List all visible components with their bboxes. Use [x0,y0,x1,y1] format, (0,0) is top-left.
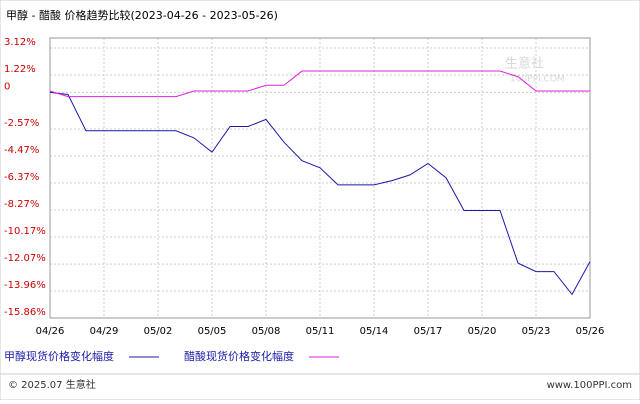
footer-right: www.100PPI.com [547,380,632,391]
x-tick-label: 05/02 [144,326,173,337]
series-line [49,91,591,296]
y-tick-label: 1.22% [4,64,36,75]
y-tick-label: 0 [4,81,10,92]
y-tick-label: -12.07% [4,253,46,264]
x-tick-label: 05/14 [360,326,389,337]
x-tick-label: 05/23 [522,326,551,337]
legend-label: 甲醇现货价格变化幅度 [4,349,114,363]
x-tick-label: 05/11 [306,326,335,337]
x-tick-label: 05/08 [252,326,281,337]
y-tick-label: -8.27% [4,199,39,210]
plot-border [49,37,591,319]
watermark: 100PPI.COM [510,75,565,85]
x-tick-label: 05/26 [576,326,605,337]
y-tick-label: -2.57% [4,118,39,129]
y-tick-label: -15.86% [4,307,46,318]
x-tick-label: 05/05 [198,326,227,337]
y-tick-label: -6.37% [4,172,39,183]
x-tick-label: 04/29 [90,326,119,337]
series-line [49,70,590,98]
x-tick-label: 04/26 [36,326,65,337]
legend-label: 醋酸现货价格变化幅度 [184,349,294,363]
y-tick-label: -10.17% [4,226,46,237]
y-tick-label: -4.47% [4,145,39,156]
watermark: 生意社 [505,56,544,72]
x-tick-label: 05/20 [468,326,497,337]
y-tick-label: 3.12% [4,37,36,48]
y-tick-label: -13.96% [4,280,46,291]
x-tick-label: 05/17 [414,326,443,337]
footer-left: © 2025.07 生意社 [8,378,96,391]
chart-title: 甲醇 - 醋酸 价格趋势比较(2023-04-26 - 2023-05-26) [6,8,278,22]
